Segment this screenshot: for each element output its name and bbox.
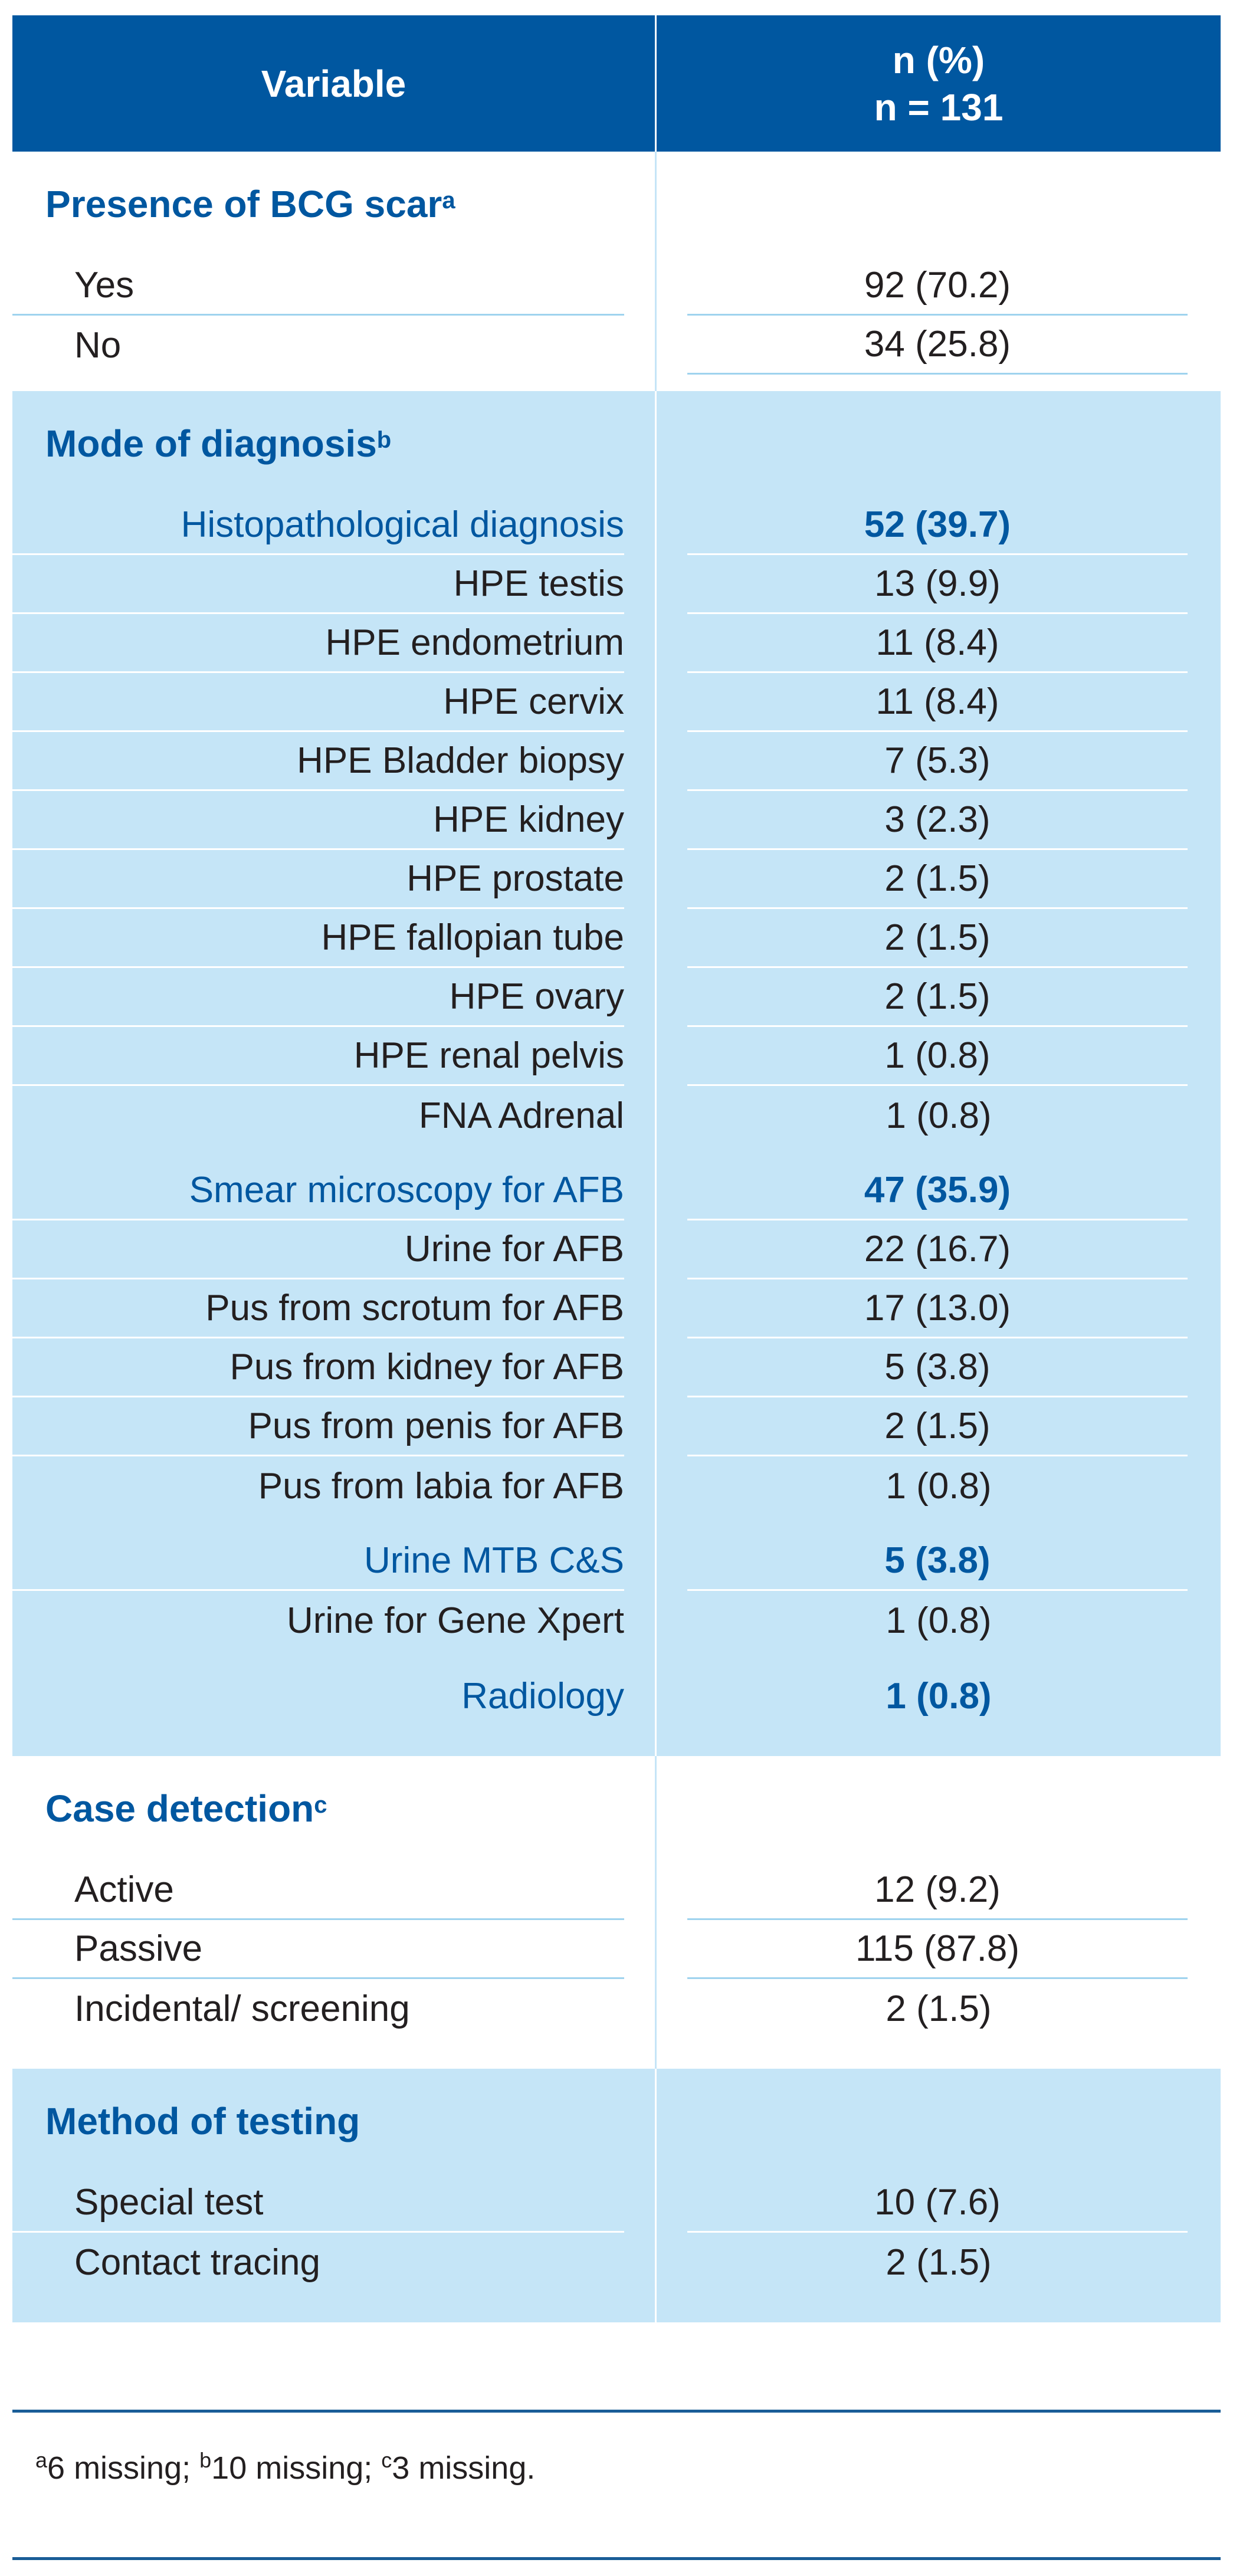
- table-row: Pus from kidney for AFB: [12, 1338, 624, 1397]
- table-cell: 115 (87.8): [687, 1920, 1188, 1979]
- table-cell: 1 (0.8): [687, 1027, 1188, 1086]
- group-row-radiology: Radiology: [461, 1675, 624, 1717]
- table-row: HPE testis: [12, 555, 624, 614]
- table-cell: 17 (13.0): [687, 1279, 1188, 1338]
- table-row: HPE fallopian tube: [12, 909, 624, 968]
- header-variable-label: Variable: [261, 62, 406, 105]
- section-title: Presence of BCG scar a: [45, 183, 455, 225]
- table-header: Variable n (%) n = 131: [12, 15, 1221, 152]
- table-cell: 47 (35.9): [687, 1161, 1188, 1220]
- table-cell: 5 (3.8): [687, 1338, 1188, 1397]
- table-row: HPE Bladder biopsy: [12, 732, 624, 791]
- table-row: HPE ovary: [12, 968, 624, 1027]
- table-row: Urine for AFB: [12, 1220, 624, 1279]
- header-n-pct: n (%): [892, 38, 985, 81]
- section-case-detection: Case detection c Active Passive Incidenta…: [12, 1756, 1221, 2069]
- section-bcg-scar: Presence of BCG scar a Yes No 92 (70.2) 3…: [12, 152, 1221, 391]
- table-cell: 2 (1.5): [687, 850, 1188, 909]
- table-cell: 2 (1.5): [687, 968, 1188, 1027]
- table-row: HPE endometrium: [12, 614, 624, 673]
- table-cell: 1 (0.8): [886, 1600, 992, 1641]
- table-row: Contact tracing: [74, 2242, 320, 2283]
- header-n-total: n = 131: [874, 86, 1004, 129]
- section-title: Case detection c: [45, 1787, 327, 1830]
- data-table: Variable n (%) n = 131 Presence of BCG s…: [12, 15, 1221, 2322]
- table-cell: 1 (0.8): [886, 1675, 992, 1717]
- table-row: Special test: [12, 2174, 624, 2233]
- group-row-smear: Smear microscopy for AFB: [12, 1161, 624, 1220]
- table-row: HPE cervix: [12, 673, 624, 732]
- table-cell: 2 (1.5): [886, 1988, 992, 2029]
- section-title: Method of testing: [45, 2100, 360, 2142]
- table-cell: 2 (1.5): [886, 2242, 992, 2283]
- header-count: n (%) n = 131: [657, 15, 1221, 152]
- table-row: No: [74, 324, 122, 366]
- section-method-of-testing: Method of testing Special test Contact t…: [12, 2069, 1221, 2322]
- section-title: Mode of diagnosis b: [45, 422, 392, 465]
- table-row: Urine for Gene Xpert: [286, 1600, 624, 1641]
- table-row: FNA Adrenal: [418, 1095, 624, 1136]
- table-cell: 3 (2.3): [687, 791, 1188, 850]
- table-cell: 92 (70.2): [687, 257, 1188, 316]
- table-cell: 10 (7.6): [687, 2174, 1188, 2233]
- table-cell: 12 (9.2): [687, 1861, 1188, 1920]
- group-row-histopathological: Histopathological diagnosis: [12, 496, 624, 555]
- table-cell: 34 (25.8): [687, 316, 1188, 375]
- table-row: Yes: [12, 257, 624, 316]
- table-bottom-rule: [12, 2410, 1221, 2413]
- table-cell: 7 (5.3): [687, 732, 1188, 791]
- table-cell: 2 (1.5): [687, 909, 1188, 968]
- table-cell: 22 (16.7): [687, 1220, 1188, 1279]
- table-row: Active: [12, 1861, 624, 1920]
- table-row: Passive: [12, 1920, 624, 1979]
- table-cell: 5 (3.8): [687, 1532, 1188, 1591]
- table-row: HPE renal pelvis: [12, 1027, 624, 1086]
- table-row: Pus from penis for AFB: [12, 1397, 624, 1456]
- header-variable: Variable: [12, 15, 657, 152]
- table-row: HPE prostate: [12, 850, 624, 909]
- table-cell: 11 (8.4): [687, 673, 1188, 732]
- table-cell: 13 (9.9): [687, 555, 1188, 614]
- table-row: Pus from scrotum for AFB: [12, 1279, 624, 1338]
- table-row: Pus from labia for AFB: [258, 1465, 624, 1507]
- footnote-bottom-rule: [12, 2557, 1221, 2560]
- table-cell: 11 (8.4): [687, 614, 1188, 673]
- table-cell: 1 (0.8): [886, 1095, 992, 1136]
- table-cell: 2 (1.5): [687, 1397, 1188, 1456]
- table-row: Incidental/ screening: [74, 1988, 410, 2029]
- table-cell: 52 (39.7): [687, 496, 1188, 555]
- table-cell: 1 (0.8): [886, 1465, 992, 1507]
- table-footnote: a6 missing; b10 missing; c3 missing.: [35, 2448, 536, 2486]
- group-row-mtb: Urine MTB C&S: [12, 1532, 624, 1591]
- section-mode-of-diagnosis: Mode of diagnosis b Histopathological dia…: [12, 391, 1221, 1756]
- table-row: HPE kidney: [12, 791, 624, 850]
